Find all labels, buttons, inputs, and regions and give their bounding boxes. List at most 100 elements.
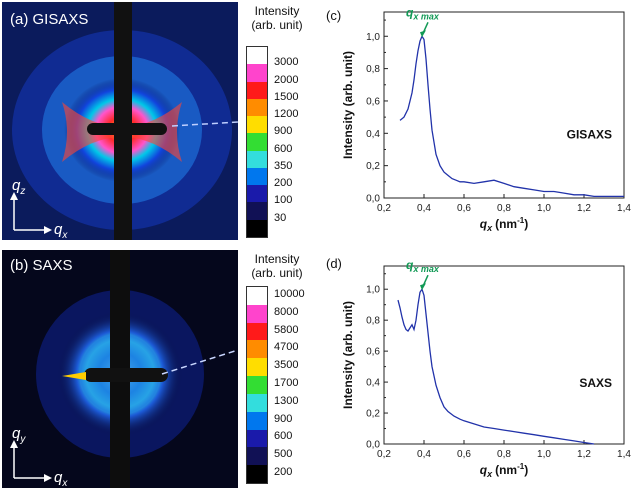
colorbar-a-segment xyxy=(247,64,267,83)
y-tick-label: 0,8 xyxy=(366,64,380,75)
colorbar-a-tick-label: 1200 xyxy=(274,108,299,121)
colorbar-a-tick-label: 1500 xyxy=(274,90,299,103)
x-tick-label: 1,2 xyxy=(577,203,591,214)
svg-text:qy: qy xyxy=(12,425,26,445)
colorbar-a-tick-label: 30 xyxy=(274,211,287,224)
gisaxs-pattern: (a) GISAXS qz qx xyxy=(2,2,238,240)
colorbar-a-tick-label: 200 xyxy=(274,177,293,190)
colorbar-b-tick-label: 900 xyxy=(274,412,293,425)
y-tick-label: 0,2 xyxy=(366,409,380,420)
colorbar-b-segment xyxy=(247,322,267,341)
colorbar-a-tick-label: 2000 xyxy=(274,73,299,86)
x-axis-label-close: ) xyxy=(524,463,528,477)
colorbar-a xyxy=(246,46,268,238)
gisaxs-image: (a) GISAXS qz qx xyxy=(2,2,238,240)
chart-c-gisaxs: 0,2 0,4 0,6 0,8 1,0 1,2 1,40,00,20,40,60,81,0q… xyxy=(326,5,631,233)
colorbar-b-segment xyxy=(247,358,267,377)
chart-annotation: GISAXS xyxy=(567,127,612,141)
colorbar-b-segment xyxy=(247,287,267,306)
peak-label: qx max xyxy=(406,258,440,274)
x-tick-label: 1,0 xyxy=(537,449,551,460)
colorbar-a-tick-label: 600 xyxy=(274,142,293,155)
colorbar-a-title: Intensity (arb. unit) xyxy=(242,4,312,32)
colorbar-a-title-1: Intensity xyxy=(254,4,300,18)
x-axis-label-unit: (nm xyxy=(495,217,517,231)
x-axis-label-sub: x xyxy=(486,223,493,233)
axis-qy-sub: y xyxy=(19,434,26,445)
peak-label-sub: x max xyxy=(412,11,440,21)
colorbar-b-title-2: (arb. unit) xyxy=(251,266,303,280)
colorbar-a-segment xyxy=(247,133,267,152)
colorbar-a-segment xyxy=(247,150,267,169)
panel-a-label: (a) GISAXS xyxy=(10,11,88,28)
peak-label: qx max xyxy=(406,5,440,21)
axis-qx-sub: x xyxy=(61,230,68,240)
x-axis-label-exp: -1 xyxy=(517,462,525,471)
y-tick-label: 0,0 xyxy=(366,194,380,205)
peak-arrowhead xyxy=(420,30,426,38)
colorbar-a-tick-label: 900 xyxy=(274,125,293,138)
colorbar-b-segment xyxy=(247,340,267,359)
x-tick-label: 0,8 xyxy=(497,449,511,460)
x-tick-label: 1,4 xyxy=(617,203,631,214)
axis-qx-b-label: q xyxy=(54,469,63,486)
x-tick-label: 0,4 xyxy=(417,203,431,214)
y-tick-label: 1,0 xyxy=(366,32,380,43)
colorbar-b-segment xyxy=(247,465,267,484)
colorbar-a-segment xyxy=(247,47,267,65)
colorbar-a-segment xyxy=(247,167,267,186)
x-tick-label: 0,6 xyxy=(457,203,471,214)
colorbar-b-segment xyxy=(247,447,267,466)
y-tick-label: 0,0 xyxy=(366,440,380,451)
axis-qx-label: q xyxy=(54,221,63,238)
colorbar-b-tick-label: 4700 xyxy=(274,341,299,354)
axis-qz-label: q xyxy=(12,177,21,194)
x-axis-label-unit: (nm xyxy=(495,463,517,477)
x-tick-label: 1,0 xyxy=(537,203,551,214)
x-tick-label: 1,2 xyxy=(577,449,591,460)
chart-panel-label: (d) xyxy=(326,256,342,271)
svg-text:qz: qz xyxy=(12,177,25,197)
colorbar-a-segment xyxy=(247,98,267,117)
colorbar-a-segment xyxy=(247,81,267,100)
saxs-image: (b) SAXS qy qx xyxy=(2,250,238,488)
colorbar-a-segment xyxy=(247,185,267,203)
panel-b-label: (b) SAXS xyxy=(10,257,73,274)
colorbar-a-tick-label: 350 xyxy=(274,159,293,172)
colorbar-b-title-1: Intensity xyxy=(254,252,300,266)
chart-d-saxs: 0,2 0,4 0,6 0,8 1,0 1,2 1,40,00,20,40,60,81,0q… xyxy=(326,256,631,479)
colorbar-b-tick-label: 500 xyxy=(274,448,293,461)
svg-text:qx: qx xyxy=(54,221,68,240)
colorbar-a-tick-label: 100 xyxy=(274,194,293,207)
x-axis-label-q: q xyxy=(480,463,488,477)
peak-label-q: q xyxy=(406,5,414,19)
colorbar-b-tick-label: 10000 xyxy=(274,287,305,300)
peak-arrowhead xyxy=(420,283,426,291)
colorbar-b-segment xyxy=(247,393,267,413)
y-tick-label: 0,4 xyxy=(366,129,380,140)
x-tick-label: 0,2 xyxy=(377,203,391,214)
x-axis-label: qx (nm-1) xyxy=(480,216,528,233)
x-axis-label-close: ) xyxy=(524,217,528,231)
x-axis-label-q: q xyxy=(480,217,488,231)
colorbar-b-tick-label: 1700 xyxy=(274,377,299,389)
svg-text:qx: qx xyxy=(54,469,68,488)
colorbar-b-segment xyxy=(247,376,267,395)
y-tick-label: 1,0 xyxy=(366,285,380,296)
colorbar-b-title: Intensity (arb. unit) xyxy=(242,252,312,280)
colorbar-b-tick-label: 600 xyxy=(274,430,293,443)
axis-qz-sub: z xyxy=(19,186,25,197)
x-tick-label: 0,6 xyxy=(457,449,471,460)
y-tick-label: 0,8 xyxy=(366,316,380,327)
data-line xyxy=(399,34,624,198)
x-tick-label: 0,8 xyxy=(497,203,511,214)
chart-annotation: SAXS xyxy=(579,376,612,390)
peak-label-sub: x max xyxy=(412,264,440,274)
y-tick-label: 0,4 xyxy=(366,378,380,389)
y-tick-label: 0,6 xyxy=(366,347,380,358)
x-axis-label: qx (nm-1) xyxy=(480,462,528,479)
colorbar-b-tick-label: 8000 xyxy=(274,305,299,318)
x-axis-label-sub: x xyxy=(486,469,493,479)
colorbar-b-tick-label: 3500 xyxy=(274,359,299,372)
y-axis-label: Intensity (arb. unit) xyxy=(341,51,355,159)
